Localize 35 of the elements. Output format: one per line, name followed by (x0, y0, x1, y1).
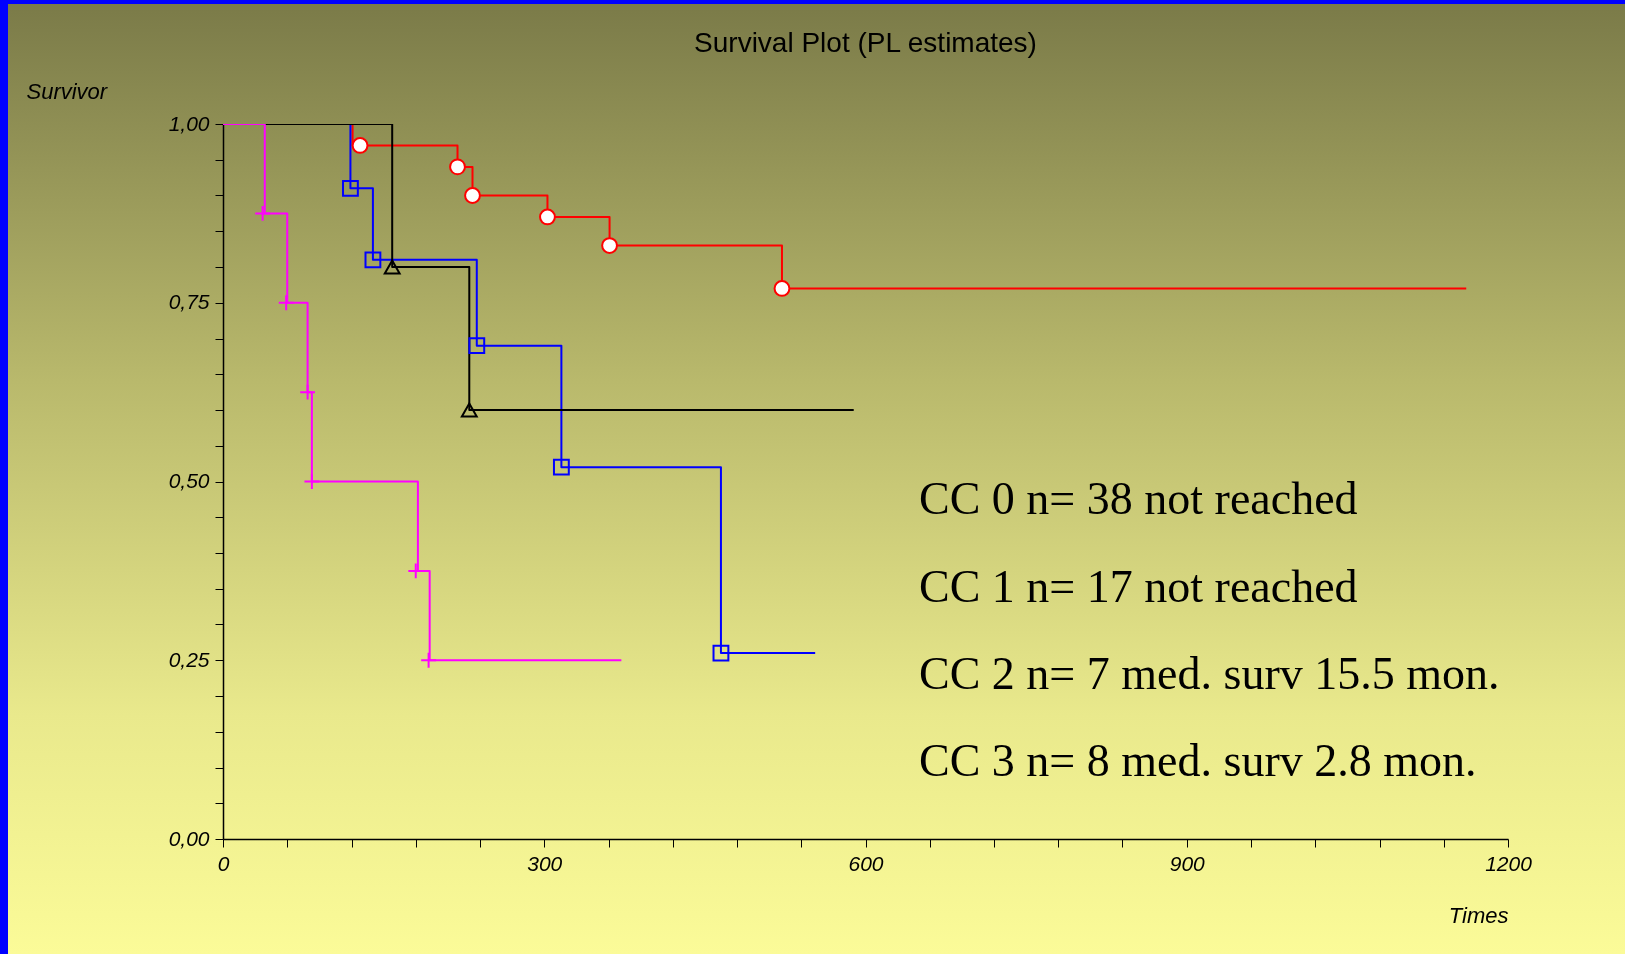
point (303, 473, 321, 490)
annotation: CC 1 n= 17 not reached (919, 561, 1358, 612)
x-tick-label: 0 (217, 851, 230, 875)
point (351, 137, 369, 154)
point (712, 644, 730, 662)
y-tick-label: 0,00 (168, 826, 210, 850)
point (364, 251, 382, 269)
x-tick-label: 600 (848, 851, 884, 875)
point (468, 337, 486, 355)
x-tick-label: 1200 (1485, 851, 1533, 875)
annotation: CC 3 n= 8 med. surv 2.8 mon. (919, 735, 1477, 786)
y-axis-title: Survivor (26, 78, 109, 104)
annotation: CC 2 n= 7 med. surv 15.5 mon. (919, 648, 1500, 699)
point (277, 294, 295, 312)
point (342, 179, 359, 197)
point (539, 208, 556, 226)
annotation: CC 0 n= 38 not reached (919, 473, 1358, 524)
point (601, 237, 618, 254)
y-tick-label: 0,75 (168, 290, 210, 314)
y-tick-label: 1,00 (168, 111, 210, 135)
point (460, 402, 478, 418)
x-axis-title: Times (1448, 902, 1509, 928)
point (254, 204, 272, 222)
point (773, 280, 791, 297)
chart-title: Survival Plot (PL estimates) (694, 27, 1037, 58)
point (552, 458, 570, 476)
x-tick-label: 300 (527, 851, 563, 875)
point (299, 383, 317, 401)
x-tick-label: 900 (1169, 851, 1206, 875)
point (449, 158, 466, 176)
point (420, 651, 438, 669)
y-tick-label: 0,25 (168, 647, 210, 671)
y-tick-label: 0,50 (168, 469, 210, 492)
point (383, 259, 401, 275)
point (464, 187, 481, 204)
